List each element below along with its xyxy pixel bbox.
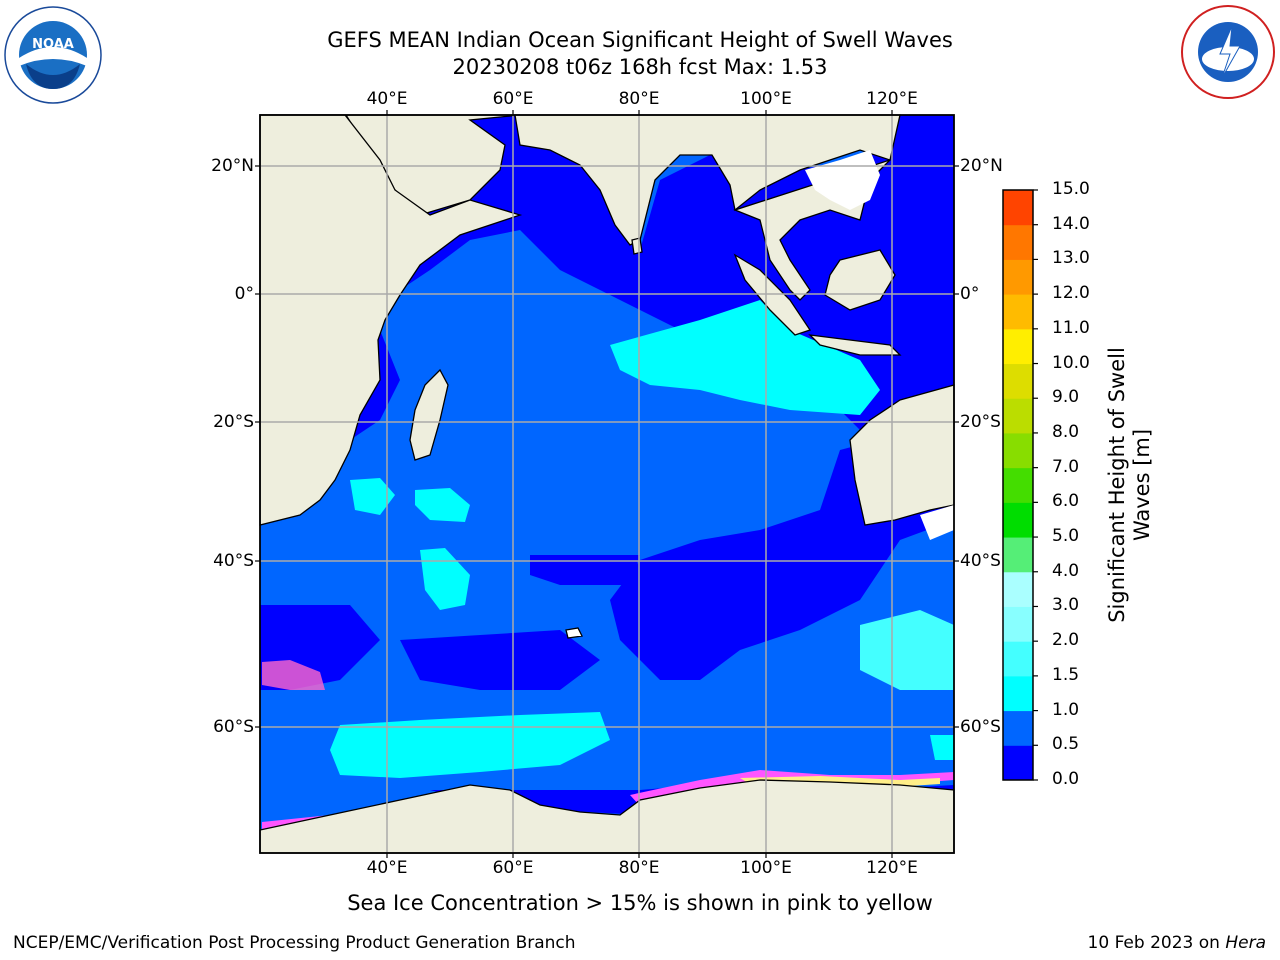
lat-label-right-40s: 40°S — [960, 551, 1001, 571]
lat-label-left-20s: 20°S — [213, 412, 254, 432]
colorbar-tick-label: 2.0 — [1052, 630, 1080, 651]
colorbar-segment — [1003, 432, 1033, 469]
colorbar-title-line2: Waves [m] — [1130, 428, 1154, 542]
colorbar-tick-label: 3.0 — [1052, 595, 1080, 616]
colorbar-segment — [1003, 641, 1033, 677]
colorbar-tick-label: 10.0 — [1052, 352, 1090, 373]
colorbar-frame — [1002, 189, 1034, 781]
lat-label-left-0: 0° — [234, 284, 254, 304]
colorbar-tick-label: 0.5 — [1052, 734, 1080, 755]
colorbar-segment — [1003, 398, 1033, 434]
colorbar-tick-label: 14.0 — [1052, 213, 1090, 234]
colorbar-tick-label: 11.0 — [1052, 317, 1090, 338]
colorbar-segment — [1003, 675, 1033, 712]
map-frame — [259, 114, 955, 854]
colorbar-segment — [1003, 745, 1033, 781]
colorbar-segment — [1003, 328, 1033, 365]
lon-label-bottom-40e: 40°E — [366, 858, 408, 878]
colorbar-segment — [1003, 571, 1033, 607]
lat-label-left-20n: 20°N — [211, 156, 254, 176]
map-subtitle: 20230208 t06z 168h fcst Max: 1.53 — [452, 55, 828, 79]
colorbar-segment — [1003, 537, 1033, 573]
nws-logo — [1180, 4, 1276, 100]
colorbar-tick-label: 0.0 — [1052, 769, 1080, 789]
footer-credit: NCEP/EMC/Verification Post Processing Pr… — [13, 933, 576, 953]
lon-label-top-120e: 120°E — [866, 89, 918, 109]
footer-host: Hera — [1225, 933, 1266, 953]
footer-date-text: 10 Feb 2023 on — [1087, 933, 1226, 953]
colorbar-tick-label: 5.0 — [1052, 526, 1080, 547]
noaa-logo: NOAA — [4, 6, 102, 104]
colorbar-segment — [1003, 606, 1033, 642]
lat-label-right-20s: 20°S — [960, 412, 1001, 432]
lat-label-right-20n: 20°N — [960, 156, 1003, 176]
colorbar-tick-label: 9.0 — [1052, 387, 1080, 408]
lon-label-top-80e: 80°E — [618, 89, 660, 109]
footer-date: 10 Feb 2023 on Hera — [1088, 933, 1266, 953]
lat-label-left-40s: 40°S — [213, 551, 254, 571]
tick-marks — [255, 110, 959, 858]
colorbar-segment — [1003, 190, 1033, 226]
lon-label-bottom-100e: 100°E — [740, 858, 792, 878]
colorbar-tick-label: 13.0 — [1052, 248, 1090, 269]
colorbar-tick-label: 4.0 — [1052, 560, 1080, 581]
colorbar-tick-label: 12.0 — [1052, 283, 1090, 304]
colorbar-tick-label: 15.0 — [1052, 179, 1090, 199]
colorbar-tick-label: 1.5 — [1052, 664, 1080, 685]
lon-label-bottom-60e: 60°E — [492, 858, 534, 878]
svg-text:NOAA: NOAA — [32, 37, 74, 52]
lat-label-left-60s: 60°S — [213, 717, 254, 737]
no-data-white — [805, 150, 954, 540]
colorbar-segment — [1003, 502, 1033, 538]
colorbar-segment — [1003, 259, 1033, 295]
colorbar-segment — [1003, 363, 1033, 399]
colorbar — [1002, 189, 1038, 781]
colorbar-tick-label: 6.0 — [1052, 491, 1080, 512]
lon-label-bottom-80e: 80°E — [618, 858, 660, 878]
graticule — [260, 115, 954, 853]
colorbar-segment — [1003, 294, 1033, 330]
lat-label-right-60s: 60°S — [960, 717, 1001, 737]
lon-label-bottom-120e: 120°E — [866, 858, 918, 878]
lon-label-top-60e: 60°E — [492, 89, 534, 109]
colorbar-tick-label: 7.0 — [1052, 456, 1080, 477]
colorbar-title-line1: Significant Height of Swell — [1105, 347, 1129, 623]
colorbar-segment — [1003, 467, 1033, 503]
colorbar-tick-label: 1.0 — [1052, 699, 1080, 720]
colorbar-segment — [1003, 710, 1033, 746]
colorbar-tick-label: 8.0 — [1052, 421, 1080, 442]
lat-label-right-0: 0° — [960, 284, 980, 304]
colorbar-segment — [1003, 224, 1033, 260]
lon-label-top-100e: 100°E — [740, 89, 792, 109]
sea-ice-caption: Sea Ice Concentration > 15% is shown in … — [347, 891, 933, 915]
map-title: GEFS MEAN Indian Ocean Significant Heigh… — [327, 28, 953, 52]
lon-label-top-40e: 40°E — [366, 89, 408, 109]
